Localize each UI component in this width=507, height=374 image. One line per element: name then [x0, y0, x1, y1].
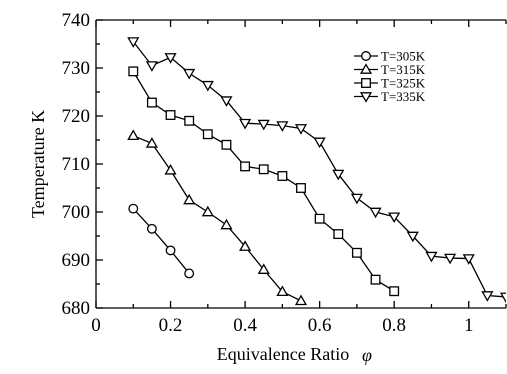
data-point [257, 263, 270, 274]
data-point [145, 137, 158, 148]
data-point [183, 68, 196, 80]
x-axis-title: Equivalence Ratio [217, 344, 349, 364]
x-tick-label: 0 [91, 315, 101, 336]
data-point [369, 207, 382, 219]
legend-marker [361, 78, 371, 88]
data-point [351, 247, 362, 258]
data-point [184, 115, 195, 126]
x-tick-label: 1 [464, 315, 474, 336]
legend-entry: T=305K [354, 49, 426, 64]
data-point [462, 254, 475, 265]
data-point [165, 110, 176, 120]
data-point [313, 137, 326, 149]
data-point [314, 213, 325, 224]
legend-label: T=315K [381, 62, 426, 77]
data-point [257, 119, 270, 131]
data-point [277, 171, 288, 181]
legend-marker [359, 63, 373, 74]
series-t315k [127, 129, 308, 306]
x-axis-title-symbol: φ [362, 345, 372, 365]
data-point [258, 164, 269, 175]
data-point [127, 37, 140, 48]
data-point [201, 205, 214, 217]
data-point [164, 163, 177, 175]
legend-label: T=335K [381, 89, 426, 104]
data-point [276, 285, 289, 297]
y-tick-label: 690 [62, 250, 91, 271]
data-point [296, 183, 306, 193]
data-point [239, 240, 252, 251]
data-point [332, 169, 345, 181]
data-point [184, 268, 195, 279]
series-line [133, 135, 302, 302]
legend-entry: T=335K [354, 89, 426, 104]
data-point [444, 253, 457, 265]
y-tick-label: 710 [62, 154, 91, 175]
data-point [370, 274, 381, 285]
data-point [499, 292, 506, 304]
data-point [183, 193, 196, 205]
data-point [221, 139, 232, 150]
data-point [128, 66, 139, 77]
y-tick-label: 730 [62, 58, 91, 79]
y-tick-label: 680 [62, 298, 91, 319]
data-point [202, 129, 213, 140]
legend-label: T=305K [381, 49, 426, 64]
series-t335k [127, 37, 506, 304]
data-point [201, 80, 214, 92]
data-point [220, 96, 233, 107]
legend-marker [359, 92, 373, 103]
x-tick-label: 0.4 [233, 315, 257, 336]
data-point [388, 212, 401, 224]
y-tick-label: 740 [62, 10, 91, 31]
data-point [240, 161, 251, 172]
data-point [127, 129, 140, 141]
data-point [333, 229, 344, 240]
series-line [132, 208, 190, 274]
data-point [294, 294, 308, 306]
legend-entry: T=325K [354, 76, 426, 91]
x-tick-label: 0.6 [308, 315, 332, 336]
data-point [146, 97, 157, 108]
x-tick-label: 0.8 [382, 315, 406, 336]
data-point [276, 121, 289, 132]
data-point [389, 286, 400, 297]
series-t305k [128, 203, 195, 279]
data-point [406, 231, 419, 243]
data-point [165, 245, 176, 256]
series-line [132, 71, 395, 292]
legend-label: T=325K [381, 76, 426, 91]
data-point [294, 124, 308, 135]
data-point [481, 291, 494, 302]
data-point [145, 61, 158, 72]
legend-marker [361, 51, 371, 61]
legend-entry: T=315K [354, 62, 426, 77]
data-point [425, 251, 438, 263]
x-tick-label: 0.2 [159, 315, 183, 336]
y-tick-label: 700 [62, 202, 91, 223]
data-point [350, 193, 363, 205]
data-point [128, 203, 139, 214]
data-point [146, 223, 157, 234]
y-tick-label: 720 [62, 106, 91, 127]
data-point [239, 118, 252, 130]
data-point [164, 53, 177, 64]
data-point [220, 218, 233, 230]
y-axis-title: Temperature K [28, 110, 48, 218]
series-t325k [128, 66, 400, 297]
